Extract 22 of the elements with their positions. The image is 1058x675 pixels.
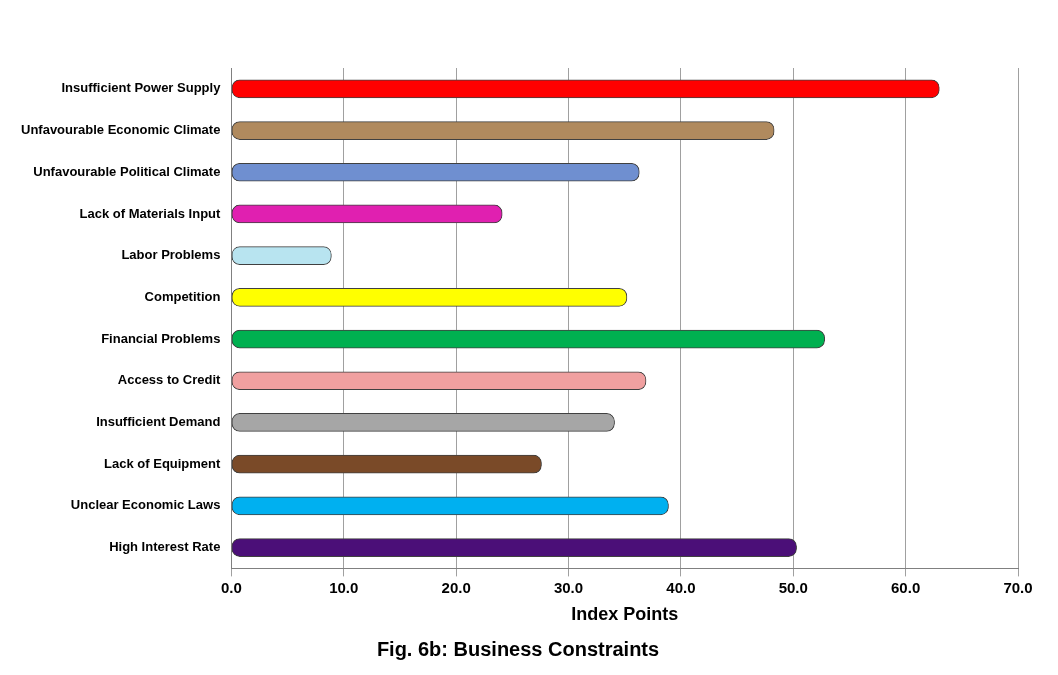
y-tick-label: Insufficient Demand (96, 414, 221, 430)
y-tick-label: Lack of Equipment (104, 455, 222, 471)
x-tick-label: 60.0 (891, 578, 921, 596)
y-tick-label: Financial Problems (101, 330, 221, 346)
y-tick-label: Competition (144, 288, 221, 304)
x-tick-label: 10.0 (329, 578, 359, 596)
y-tick-label: Labor Problems (121, 247, 221, 263)
x-tick-label: 30.0 (553, 578, 584, 596)
x-axis-title: Index Points (571, 604, 679, 625)
y-tick-label: Insufficient Power Supply (61, 80, 222, 96)
x-tick-label: 0.0 (220, 578, 242, 596)
y-tick-label: High Interest Rate (109, 539, 221, 555)
x-tick-label: 20.0 (441, 578, 471, 596)
x-tick-label: 70.0 (1003, 578, 1033, 596)
y-tick-label: Unclear Economic Laws (70, 497, 221, 513)
text: Fig. 6b: Business Constraints (376, 637, 660, 660)
y-tick-label: Unfavourable Political Climate (33, 163, 221, 179)
y-tick-label: Access to Credit (117, 372, 222, 388)
y-tick-label: Unfavourable Economic Climate (20, 122, 221, 138)
y-tick-label: Lack of Materials Input (79, 205, 222, 221)
x-tick-label: 50.0 (778, 578, 808, 596)
x-tick-label: 40.0 (666, 578, 696, 596)
